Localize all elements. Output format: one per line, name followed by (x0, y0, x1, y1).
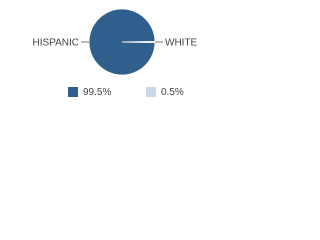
chart: HISPANIC WHITE 99.5% 0.5% (33, 8, 198, 98)
legend-swatch (68, 87, 78, 97)
legend-label: 0.5% (161, 87, 184, 98)
legend-label: 99.5% (83, 87, 111, 98)
slice-label: HISPANIC (33, 38, 80, 49)
pie-slice (121, 41, 156, 43)
legend-swatch (146, 87, 156, 97)
slice-label: WHITE (165, 38, 198, 49)
